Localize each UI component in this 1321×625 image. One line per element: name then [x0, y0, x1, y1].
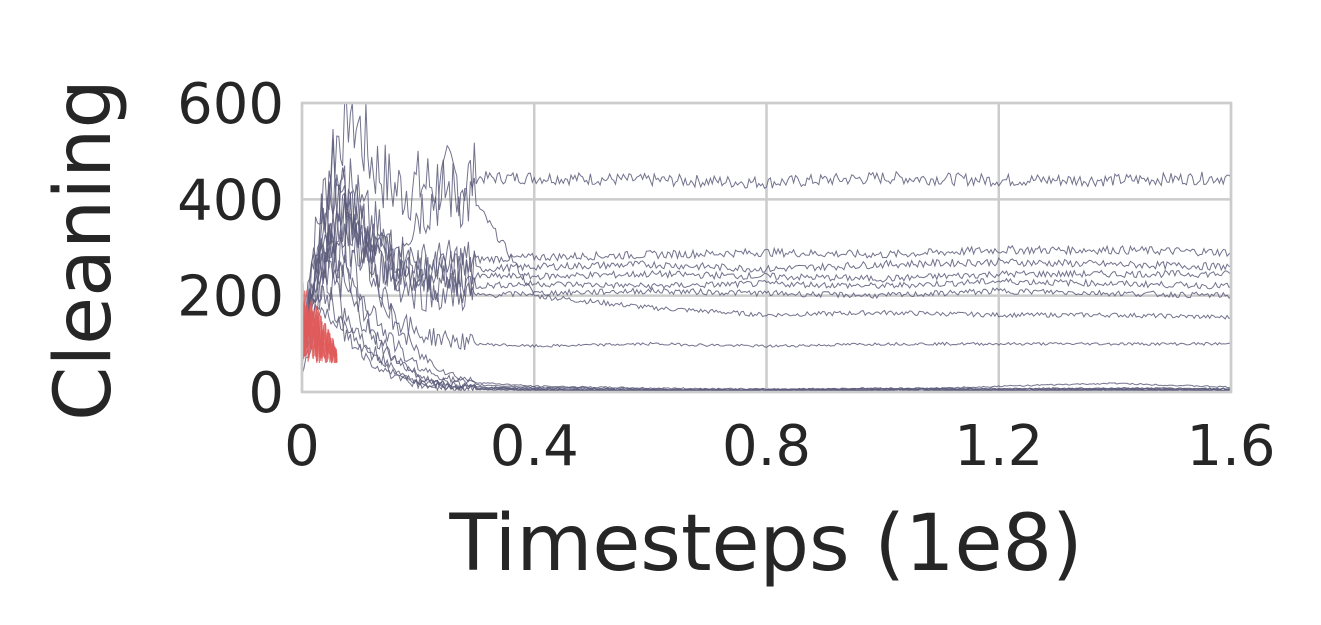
x-axis-label: Timesteps (1e8) [448, 499, 1082, 589]
y-tick-label: 0 [248, 361, 284, 426]
series-line [301, 102, 1232, 335]
series-line [301, 197, 1232, 351]
y-tick-label: 200 [177, 265, 284, 330]
x-ticks: 0 0.4 0.8 1.2 1.6 [284, 414, 1275, 479]
y-tick-label: 600 [177, 72, 284, 137]
x-tick-label: 0 [284, 414, 320, 479]
series-line [301, 213, 1232, 350]
series-line [301, 175, 1232, 335]
x-tick-label: 1.6 [1186, 414, 1275, 479]
x-tick-label: 0.4 [490, 414, 579, 479]
plot-frame [300, 101, 1233, 394]
x-tick-label: 1.2 [954, 414, 1043, 479]
y-ticks: 0 200 400 600 [177, 72, 284, 426]
series-line [301, 189, 1232, 354]
y-axis-label: Cleaning [39, 79, 129, 421]
series-line [302, 159, 1232, 337]
early-noise-line [301, 277, 338, 364]
x-tick-label: 0.8 [722, 414, 811, 479]
series-line [301, 128, 1232, 332]
y-tick-label: 400 [177, 168, 284, 233]
grid [300, 101, 1233, 394]
